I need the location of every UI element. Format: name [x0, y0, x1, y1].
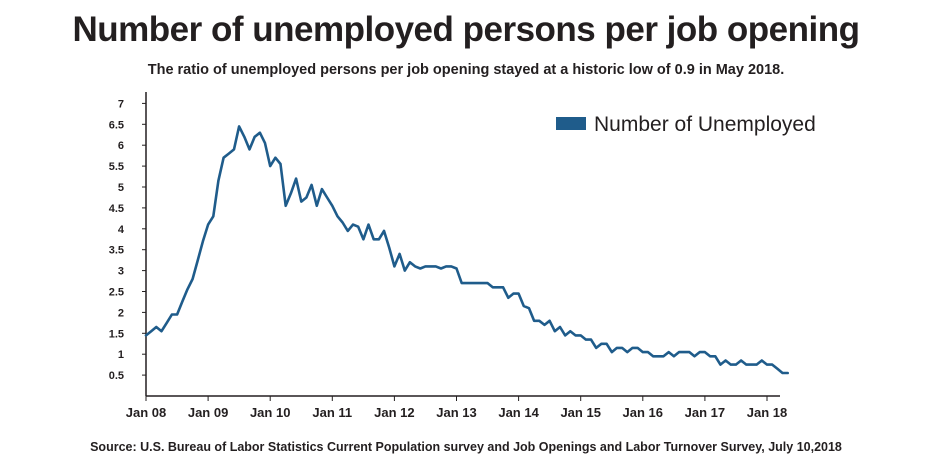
x-axis: Jan 08 Jan 09 Jan 10 Jan 11 Jan 12 Jan 13 Jan … — [126, 395, 787, 420]
y-tick-label: 2.5 — [109, 287, 124, 299]
y-tick-label: 6.5 — [109, 119, 124, 131]
x-tick-label: Jan 08 — [126, 405, 166, 420]
series-line — [144, 125, 790, 375]
y-tick-label: 5 — [118, 182, 124, 194]
y-tick-label: 1.5 — [109, 328, 124, 340]
x-tick-label: Jan 11 — [312, 405, 352, 420]
source-note: Source: U.S. Bureau of Labor Statistics … — [90, 440, 842, 454]
x-tick-label: Jan 09 — [188, 405, 228, 420]
legend-label: Number of Unemployed — [594, 113, 816, 136]
plot-area — [144, 125, 790, 375]
x-tick-label: Jan 12 — [374, 405, 414, 420]
y-tick-label: 4.5 — [109, 203, 124, 215]
y-tick-label: 1 — [118, 349, 124, 361]
x-tick-label: Jan 18 — [747, 405, 787, 420]
legend-swatch — [556, 117, 586, 130]
y-tick-label: 5.5 — [109, 161, 124, 173]
y-tick-label: 3.5 — [109, 245, 124, 257]
y-tick-label: 3 — [118, 266, 124, 278]
x-tick-label: Jan 14 — [498, 405, 539, 420]
y-tick-label: 4 — [118, 224, 125, 236]
x-tick-label: Jan 16 — [623, 405, 663, 420]
y-tick-label: 0.5 — [109, 370, 124, 382]
x-tick-label: Jan 13 — [436, 405, 476, 420]
legend: Number of Unemployed — [556, 113, 816, 136]
y-axis: 0.5 1 1.5 2 2.5 3 3.5 4 4.5 5 5.5 6 6.5 7 — [109, 92, 147, 396]
y-tick-label: 7 — [118, 98, 124, 110]
chart-title: Number of unemployed persons per job ope… — [72, 10, 860, 49]
y-tick-label: 2 — [118, 307, 124, 319]
chart-subtitle: The ratio of unemployed persons per job … — [147, 62, 785, 78]
x-tick-label: Jan 10 — [250, 405, 290, 420]
y-tick-label: 6 — [118, 140, 124, 152]
x-tick-label: Jan 15 — [560, 405, 600, 420]
x-tick-label: Jan 17 — [685, 405, 725, 420]
